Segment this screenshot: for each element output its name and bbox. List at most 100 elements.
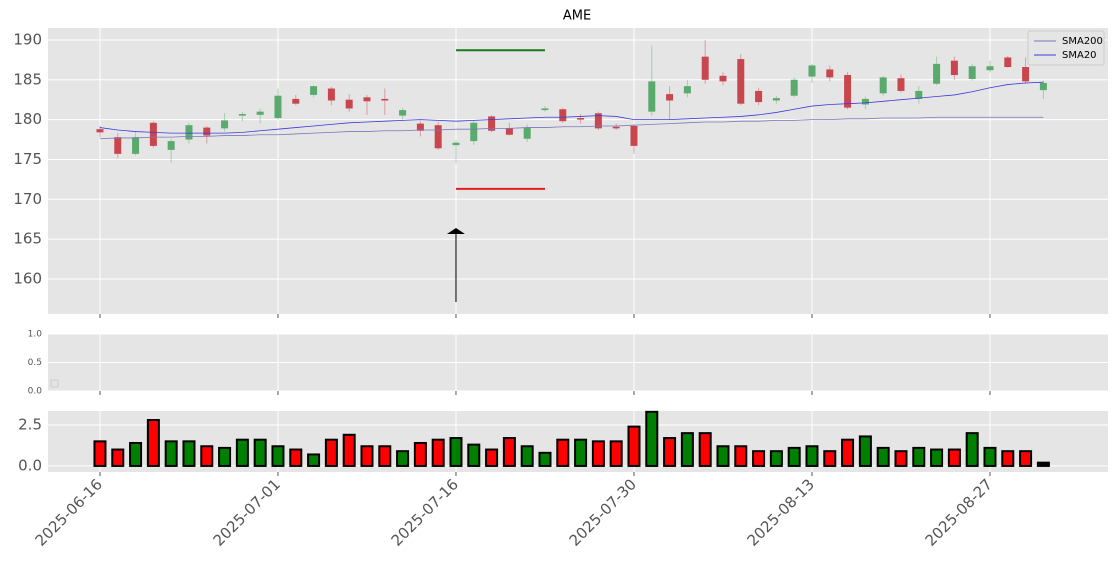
candle-body	[381, 98, 389, 101]
volume-bar	[485, 448, 499, 467]
candle-body	[523, 127, 531, 139]
x-tick-label: 2025-08-13	[744, 475, 818, 549]
chart-title: AME	[563, 9, 591, 24]
volume-bar	[360, 445, 374, 467]
volume-bar	[111, 448, 125, 467]
legend-box	[1027, 30, 1105, 66]
candle-body	[986, 66, 994, 71]
volume-bar	[591, 440, 605, 467]
volume-bar	[396, 450, 410, 467]
y-tick-label: 170	[13, 190, 42, 208]
volume-bar	[431, 438, 445, 467]
plot-area	[48, 28, 1108, 314]
x-tick-label: 2025-08-27	[922, 475, 996, 549]
y-tick-label: 175	[13, 150, 42, 168]
candle-body	[96, 129, 104, 133]
candle-body	[808, 65, 816, 77]
volume-bar	[467, 443, 481, 467]
volume-bar	[271, 445, 285, 467]
candle-body	[648, 81, 656, 112]
candle-body	[719, 75, 727, 82]
legend-box	[50, 379, 59, 388]
candle-body	[844, 75, 852, 108]
volume-bar	[769, 450, 783, 467]
candle-body	[399, 110, 407, 116]
volume-bar	[983, 446, 997, 467]
candle-body	[861, 98, 869, 105]
candle-body	[630, 125, 638, 146]
sma-line	[99, 116, 1044, 140]
y-tick-label: 2.5	[18, 415, 42, 433]
volume-bar	[93, 440, 107, 467]
volume-bar	[823, 450, 837, 467]
candle-body	[879, 77, 887, 94]
candle-body	[897, 78, 905, 91]
candle-body	[114, 137, 122, 154]
y-tick-label: 0.0	[18, 456, 42, 474]
volume-bar	[752, 450, 766, 467]
volume-bar	[716, 445, 730, 467]
volume-bar	[182, 440, 196, 467]
volume-bar	[253, 438, 267, 467]
volume-bar	[930, 448, 944, 467]
volume-bar	[876, 446, 890, 467]
volume-bar	[413, 441, 427, 467]
candle-body	[772, 98, 780, 101]
x-tick-label: 2025-07-16	[388, 475, 462, 549]
volume-bar	[307, 453, 321, 467]
volume-bar	[129, 441, 143, 467]
volume-bar	[1019, 450, 1033, 467]
legend-label: SMA200	[1062, 36, 1103, 47]
volume-bar	[574, 438, 588, 467]
candle-body	[594, 113, 602, 129]
volume-bar	[680, 432, 694, 467]
legend-label: SMA20	[1062, 50, 1097, 61]
y-tick-label: 190	[13, 30, 42, 48]
candle-body	[363, 97, 371, 102]
y-tick-label: 0.0	[28, 387, 43, 397]
sma-line	[99, 81, 1044, 134]
volume-bar	[146, 419, 160, 467]
candle-body	[345, 99, 353, 109]
candle-body	[185, 125, 193, 140]
candle-body	[541, 108, 549, 111]
y-tick-label: 160	[13, 269, 42, 287]
volume-bar	[324, 438, 338, 467]
candle-body	[203, 127, 211, 136]
candle-body	[132, 137, 140, 154]
candle-body	[221, 120, 229, 129]
candle-body	[1022, 67, 1030, 82]
x-tick-label: 2025-07-30	[566, 475, 640, 549]
candle-body	[968, 66, 976, 79]
volume-bar	[947, 448, 961, 467]
volume-bar	[841, 438, 855, 467]
volume-bar	[520, 445, 534, 467]
y-tick-label: 1.0	[28, 330, 43, 340]
candle-body	[452, 142, 460, 146]
volume-bar	[342, 433, 356, 467]
volume-bar	[787, 446, 801, 467]
candle-body	[737, 59, 745, 104]
candle-body	[327, 88, 335, 101]
candle-body	[1004, 57, 1012, 68]
candle-body	[416, 123, 424, 131]
y-tick-label: 165	[13, 230, 42, 248]
volume-bar	[556, 438, 570, 467]
candle-body	[434, 125, 442, 149]
candle-body	[310, 86, 318, 95]
volume-bar	[1036, 461, 1050, 467]
candle-body	[790, 79, 798, 96]
volume-bar	[965, 432, 979, 467]
candle-body	[167, 141, 175, 150]
volume-bar	[502, 437, 516, 467]
volume-bar	[538, 451, 552, 467]
candle-body	[1039, 82, 1047, 91]
candle-body	[505, 128, 513, 135]
candle-body	[559, 109, 567, 122]
candle-body	[577, 118, 585, 120]
volume-bar	[645, 410, 659, 467]
y-tick-label: 180	[13, 110, 42, 128]
y-tick-label: 185	[13, 70, 42, 88]
volume-bar	[912, 446, 926, 467]
